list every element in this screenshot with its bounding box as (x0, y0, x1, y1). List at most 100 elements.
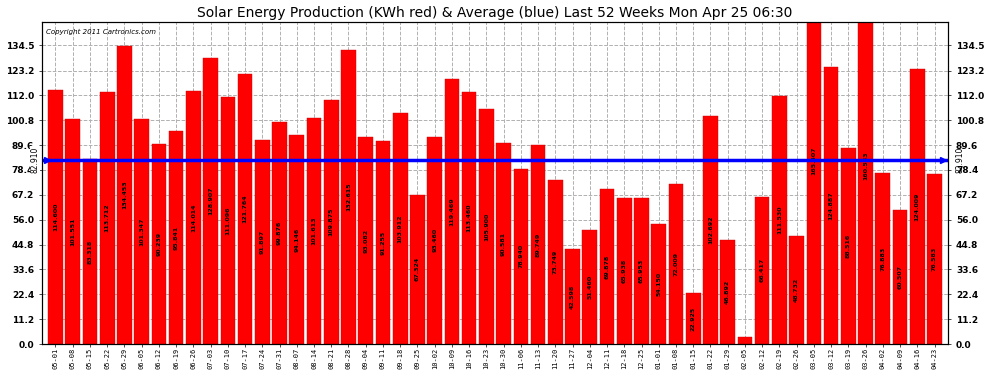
Bar (514, 169, 529, 344)
Bar (928, 174, 941, 344)
Bar (565, 249, 580, 344)
Text: 132.615: 132.615 (346, 183, 351, 211)
Text: 124.009: 124.009 (915, 192, 920, 220)
Bar (342, 50, 355, 344)
Bar (651, 224, 666, 344)
Text: 60.507: 60.507 (898, 265, 903, 289)
Text: 160.583: 160.583 (863, 152, 868, 180)
Text: 76.883: 76.883 (880, 246, 885, 271)
Text: 76.583: 76.583 (932, 247, 937, 271)
Text: 51.460: 51.460 (587, 275, 592, 299)
Text: 103.912: 103.912 (398, 214, 403, 243)
Bar (635, 198, 648, 344)
Text: 65.953: 65.953 (639, 259, 644, 283)
Text: 99.876: 99.876 (277, 221, 282, 245)
Text: 102.692: 102.692 (708, 216, 713, 244)
Bar (445, 79, 459, 344)
Bar (221, 98, 236, 344)
Bar (893, 210, 908, 344)
Bar (169, 131, 183, 344)
Bar (548, 180, 562, 344)
Text: 82.910: 82.910 (31, 147, 40, 173)
Text: 73.749: 73.749 (552, 250, 557, 274)
Bar (703, 116, 718, 344)
Bar (117, 45, 132, 344)
Text: 101.551: 101.551 (70, 217, 75, 246)
Text: 78.940: 78.940 (519, 244, 524, 268)
Bar (289, 135, 304, 344)
Bar (858, 0, 873, 344)
Bar (842, 147, 855, 344)
Text: 82.910: 82.910 (956, 147, 965, 173)
Bar (772, 96, 787, 344)
Bar (186, 91, 201, 344)
Text: 113.460: 113.460 (466, 204, 471, 232)
Text: 121.764: 121.764 (243, 195, 248, 223)
Text: 93.460: 93.460 (433, 228, 438, 252)
Text: 91.897: 91.897 (259, 230, 264, 254)
Bar (82, 159, 97, 344)
Bar (807, 0, 821, 344)
Text: 88.516: 88.516 (845, 234, 850, 258)
Bar (100, 92, 115, 344)
Text: 90.581: 90.581 (501, 231, 506, 255)
Bar (238, 74, 252, 344)
Title: Solar Energy Production (KWh red) & Average (blue) Last 52 Weeks Mon Apr 25 06:3: Solar Energy Production (KWh red) & Aver… (197, 6, 793, 20)
Text: 94.146: 94.146 (294, 227, 299, 252)
Bar (668, 184, 683, 344)
Text: 65.938: 65.938 (622, 259, 627, 283)
Text: 69.878: 69.878 (605, 254, 610, 279)
Text: 66.417: 66.417 (759, 258, 764, 282)
Text: Copyright 2011 Cartronics.com: Copyright 2011 Cartronics.com (47, 28, 156, 34)
Bar (738, 337, 752, 344)
Text: 83.318: 83.318 (87, 239, 92, 264)
Bar (875, 173, 890, 344)
Bar (151, 144, 166, 344)
Text: 165.507: 165.507 (812, 146, 817, 174)
Text: 119.469: 119.469 (449, 197, 454, 226)
Text: 22.925: 22.925 (691, 306, 696, 331)
Bar (582, 230, 597, 344)
Text: 91.255: 91.255 (380, 231, 385, 255)
Bar (910, 69, 925, 344)
Bar (135, 119, 148, 344)
Text: 93.082: 93.082 (363, 229, 368, 253)
Bar (461, 92, 476, 344)
Text: 48.732: 48.732 (794, 278, 799, 302)
Text: 128.907: 128.907 (208, 187, 213, 215)
Bar (65, 118, 80, 344)
Text: 105.900: 105.900 (484, 212, 489, 241)
Bar (203, 58, 218, 344)
Text: 89.749: 89.749 (536, 232, 541, 256)
Text: 90.239: 90.239 (156, 232, 161, 256)
Text: 42.598: 42.598 (570, 285, 575, 309)
Bar (496, 143, 511, 344)
Text: 101.613: 101.613 (312, 217, 317, 246)
Bar (531, 145, 545, 344)
Text: 95.841: 95.841 (173, 225, 178, 250)
Bar (721, 240, 735, 344)
Bar (428, 136, 442, 344)
Text: 134.453: 134.453 (122, 180, 127, 209)
Bar (686, 293, 701, 344)
Text: 114.600: 114.600 (53, 202, 58, 231)
Bar (789, 236, 804, 344)
Text: 111.096: 111.096 (226, 207, 231, 235)
Bar (272, 122, 287, 344)
Bar (255, 140, 269, 344)
Bar (307, 118, 322, 344)
Bar (479, 109, 494, 344)
Text: 72.009: 72.009 (673, 252, 678, 276)
Bar (393, 113, 408, 344)
Text: 113.712: 113.712 (105, 204, 110, 232)
Text: 111.530: 111.530 (777, 206, 782, 234)
Text: 109.875: 109.875 (329, 208, 334, 236)
Bar (49, 90, 62, 344)
Text: 67.324: 67.324 (415, 257, 420, 281)
Text: 54.150: 54.150 (656, 272, 661, 296)
Text: 46.892: 46.892 (726, 280, 731, 304)
Bar (358, 137, 373, 344)
Bar (754, 196, 769, 344)
Bar (600, 189, 615, 344)
Bar (324, 100, 339, 344)
